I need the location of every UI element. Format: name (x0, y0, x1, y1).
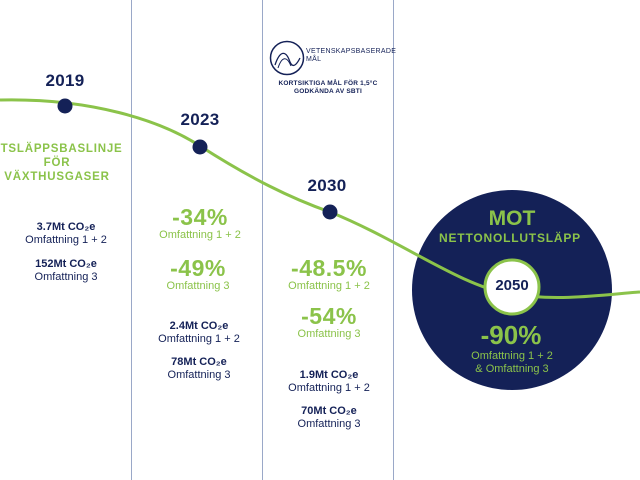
sbti-caption-line: GODKÄNDA AV SBTI (294, 87, 362, 95)
emission-amount: 1.9Mt CO₂e (299, 369, 359, 381)
sbti-caption: KORTSIKTIGA MÅL FÖR 1,5°C GODKÄNDA AV SB… (279, 80, 378, 95)
scope-label: Omfattning 3 (297, 328, 361, 340)
column-divider (393, 0, 394, 480)
milestone-dot-2019 (57, 98, 73, 114)
milestone-dot-2030 (322, 204, 338, 220)
target-2023-scope12: -34% Omfattning 1 + 2 (159, 205, 241, 242)
scope-label: Omfattning 1 + 2 (288, 280, 370, 292)
value-2030-scope12: 1.9Mt CO₂e Omfattning 1 + 2 (288, 369, 370, 395)
baseline-scope12-value: 3.7Mt CO₂e Omfattning 1 + 2 (25, 221, 107, 247)
sbti-logo-label: VETENSKAPSBASERADE MÅL (306, 48, 396, 64)
sbti-caption-line: KORTSIKTIGA MÅL FÖR 1,5°C (278, 80, 378, 87)
baseline-label-line: VÄXTHUSGASER (4, 171, 110, 183)
scope-label: Omfattning 1 + 2 (159, 229, 241, 241)
scope-label: Omfattning 1 + 2 (288, 382, 370, 394)
value-2023-scope3: 78Mt CO₂e Omfattning 3 (168, 356, 231, 382)
sbti-logo-label-line: MÅL (306, 56, 322, 63)
milestone-dot-2023 (192, 139, 208, 155)
target-percent: -48.5% (291, 255, 367, 281)
net-zero-title: MOT (488, 207, 536, 230)
baseline-label-line: FÖR (43, 157, 71, 169)
column-divider (262, 0, 263, 480)
sbti-logo-icon (269, 40, 305, 76)
scope-label: Omfattning 1 + 2 (471, 350, 553, 362)
scope-label: Omfattning 3 (167, 369, 231, 381)
baseline-scope3-value: 152Mt CO₂e Omfattning 3 (35, 258, 98, 284)
scope-label: Omfattning 3 (166, 280, 230, 292)
column-divider (131, 0, 132, 480)
target-2030-scope12: -48.5% Omfattning 1 + 2 (288, 256, 370, 293)
year-2030: 2030 (307, 176, 347, 195)
target-2023-scope3: -49% Omfattning 3 (167, 256, 230, 293)
value-2023-scope12: 2.4Mt CO₂e Omfattning 1 + 2 (158, 320, 240, 346)
scope-label: Omfattning 3 (297, 418, 361, 430)
scope-label: Omfattning 1 + 2 (158, 333, 240, 345)
emission-amount: 78Mt CO₂e (171, 356, 227, 368)
target-percent: -54% (301, 303, 357, 329)
badge-year-2050: 2050 (495, 277, 529, 294)
scope-label: Omfattning 3 (34, 271, 98, 283)
emission-amount: 2.4Mt CO₂e (169, 320, 229, 332)
target-percent: -34% (172, 204, 228, 230)
scope-label: Omfattning 1 + 2 (25, 234, 107, 246)
year-2019: 2019 (45, 71, 85, 90)
value-2030-scope3: 70Mt CO₂e Omfattning 3 (298, 405, 361, 431)
net-zero-scope: Omfattning 1 + 2 & Omfattning 3 (471, 350, 553, 376)
badge-2050 (483, 258, 541, 316)
net-zero-subtitle: NETTONOLLUTSLÄPP (439, 231, 581, 245)
baseline-label: UTSLÄPPSBASLINJE FÖR VÄXTHUSGASER (0, 142, 123, 184)
year-2023: 2023 (180, 110, 220, 129)
baseline-label-line: UTSLÄPPSBASLINJE (0, 143, 123, 155)
emission-amount: 152Mt CO₂e (35, 258, 97, 270)
net-zero-target-percent: -90% (480, 320, 542, 350)
emission-amount: 70Mt CO₂e (301, 405, 357, 417)
target-percent: -49% (170, 255, 226, 281)
emission-amount: 3.7Mt CO₂e (36, 221, 96, 233)
scope-label: & Omfattning 3 (475, 363, 549, 375)
sbti-logo-label-line: VETENSKAPSBASERADE (306, 48, 397, 55)
target-2030-scope3: -54% Omfattning 3 (298, 304, 361, 341)
